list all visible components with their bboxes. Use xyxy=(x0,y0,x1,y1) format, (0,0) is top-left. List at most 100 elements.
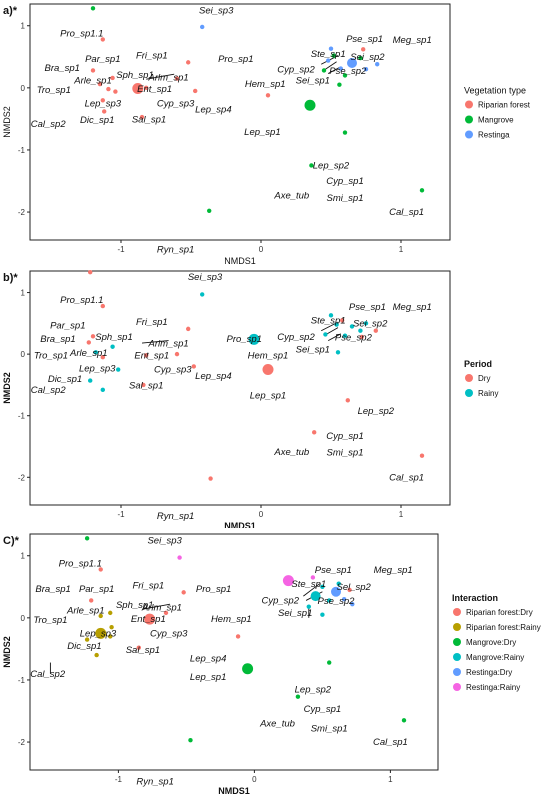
species-label: Pro_sp1 xyxy=(218,54,253,65)
legend-swatch xyxy=(465,374,473,382)
data-point xyxy=(108,634,113,639)
chart-panel-a: a)* -1 0 1 1 0 -1 -2 NMDS1 NMDS2 Pro_sp1.1 Par_sp1 B… xyxy=(2,3,531,266)
species-label: Arlm_sp1 xyxy=(148,72,189,83)
data-point xyxy=(345,398,350,403)
y-axis-label: NMDS2 xyxy=(2,372,12,404)
species-label: Cyp_sp3 xyxy=(157,98,195,109)
species-label: Cyp_sp1 xyxy=(304,704,342,715)
data-point xyxy=(208,476,213,481)
x-tick-label: 0 xyxy=(259,245,264,254)
data-point xyxy=(90,68,96,73)
species-label: Ryn_sp1 xyxy=(157,244,195,255)
y-tick-label: -2 xyxy=(18,473,26,482)
species-label: Lep_sp1 xyxy=(190,672,226,683)
x-tick-label: 0 xyxy=(259,510,264,519)
data-point xyxy=(188,737,193,743)
species-label: Arle_sp1 xyxy=(73,75,112,86)
data-point xyxy=(347,587,352,593)
data-point xyxy=(100,98,106,103)
species-label: Dic_sp1 xyxy=(48,374,82,385)
data-point xyxy=(88,378,93,383)
data-point xyxy=(163,610,169,616)
species-label: Arle_sp1 xyxy=(66,605,105,616)
species-label: Hem_sp1 xyxy=(245,79,286,90)
data-point xyxy=(193,88,198,94)
data-point xyxy=(207,208,212,214)
species-label: Tro_sp1 xyxy=(33,615,67,626)
data-point xyxy=(342,73,348,78)
y-tick-label: 1 xyxy=(21,289,26,298)
data-point xyxy=(361,47,366,52)
species-label: Sel_sp2 xyxy=(337,582,372,593)
species-label: Ste_sp1 xyxy=(311,49,346,60)
legend-swatch xyxy=(465,389,473,397)
data-point xyxy=(342,333,348,338)
data-point xyxy=(90,6,96,11)
species-label: Pse_sp2 xyxy=(329,66,367,77)
data-point xyxy=(86,340,92,345)
species-label: Cal_sp1 xyxy=(389,207,424,218)
data-point xyxy=(144,353,149,358)
data-point xyxy=(93,350,99,355)
species-label: Lep_sp2 xyxy=(313,161,350,172)
species-label: Bra_sp1 xyxy=(40,334,75,345)
species-label: Meg_sp1 xyxy=(393,35,432,46)
y-tick-label: 1 xyxy=(21,552,26,561)
data-point xyxy=(359,334,364,340)
label-leader-line xyxy=(327,66,342,74)
data-point xyxy=(174,351,180,357)
data-point xyxy=(248,333,260,345)
legend-swatch xyxy=(453,608,461,616)
y-axis-label: NMDS2 xyxy=(2,106,12,138)
data-point xyxy=(200,292,205,297)
species-label: Lep_sp3 xyxy=(85,98,122,109)
data-point xyxy=(340,318,345,323)
species-label: Cyp_sp1 xyxy=(326,431,364,442)
legend-label: Restinga:Dry xyxy=(466,668,512,677)
data-point xyxy=(174,76,180,81)
species-label: Ryn_sp1 xyxy=(136,776,174,787)
data-point xyxy=(116,367,121,372)
species-label: Lep_sp1 xyxy=(244,127,280,138)
data-point xyxy=(350,601,355,607)
species-label: Sph_sp1 xyxy=(95,332,133,343)
data-point xyxy=(235,634,241,639)
species-label: Cal_sp2 xyxy=(31,385,67,396)
y-tick-label: 1 xyxy=(21,22,26,31)
species-label: Axe_tub xyxy=(259,719,295,730)
legend-label: Riparian forest:Dry xyxy=(466,608,533,617)
data-point xyxy=(328,313,334,318)
legend-swatch xyxy=(465,115,473,124)
data-point xyxy=(95,627,107,639)
data-point xyxy=(186,60,191,65)
data-point xyxy=(90,334,96,339)
species-label: Lep_sp2 xyxy=(295,684,332,695)
x-axis-label: NMDS1 xyxy=(218,786,250,794)
species-label: Pro_sp1.1 xyxy=(60,28,103,39)
data-point xyxy=(113,89,118,94)
species-label: Fri_sp1 xyxy=(132,581,164,592)
species-label: Bra_sp1 xyxy=(45,63,80,74)
species-label: Lep_sp4 xyxy=(195,105,231,116)
data-point xyxy=(327,660,332,665)
data-point xyxy=(94,652,99,658)
species-label: Fri_sp1 xyxy=(136,317,168,328)
y-tick-label: -1 xyxy=(18,676,26,685)
data-point xyxy=(108,610,113,616)
data-point xyxy=(98,567,103,572)
data-point xyxy=(89,598,94,603)
species-label: Cyp_sp2 xyxy=(261,596,299,607)
species-label: Pro_sp1.1 xyxy=(60,295,103,306)
data-point xyxy=(97,81,103,87)
species-label: Fri_sp1 xyxy=(136,51,168,62)
species-label: Lep_sp3 xyxy=(80,628,117,639)
y-tick-label: -1 xyxy=(18,412,26,421)
x-tick-label: 1 xyxy=(399,245,404,254)
data-point xyxy=(265,93,271,98)
species-label: Sph_sp1 xyxy=(116,600,154,611)
x-tick-label: -1 xyxy=(117,245,125,254)
y-tick-label: -2 xyxy=(18,738,26,747)
x-tick-label: 0 xyxy=(252,775,257,784)
x-tick-label: 1 xyxy=(388,775,393,784)
species-label: Arlm_sp1 xyxy=(141,602,182,613)
